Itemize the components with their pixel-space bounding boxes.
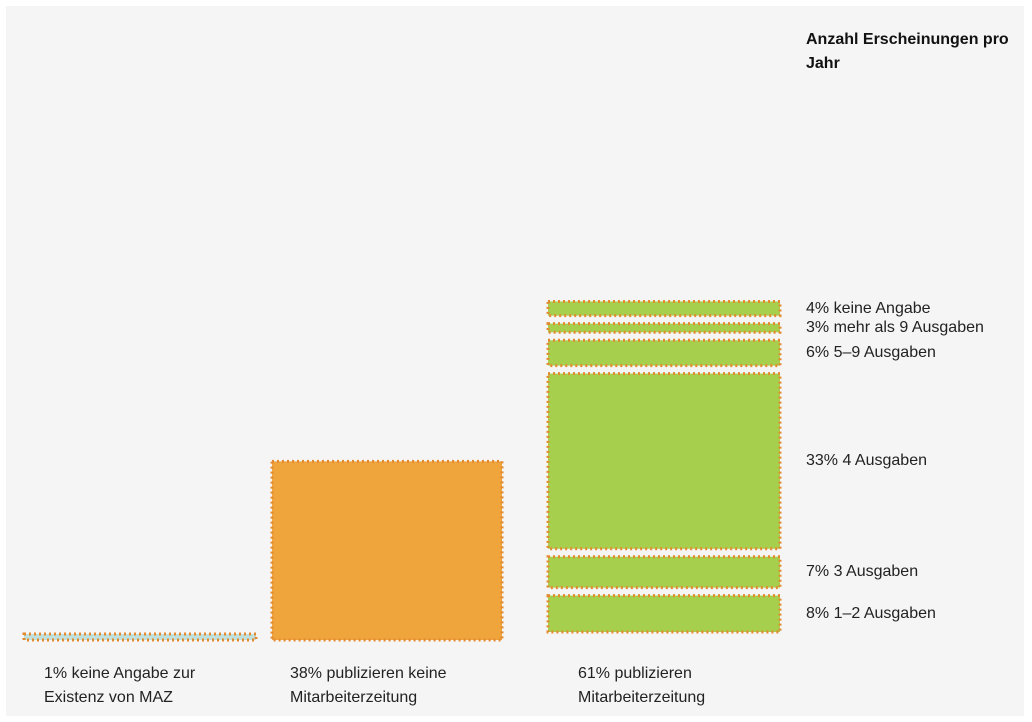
segment-bar (546, 338, 782, 368)
segment-bar (546, 555, 782, 590)
segment-label: 7% 3 Ausgaben (806, 563, 919, 581)
segment-bar (546, 372, 782, 551)
segment-label: 4% keine Angabe (806, 299, 931, 317)
category-label-line: Existenz von MAZ (44, 689, 173, 706)
category-label-line: Mitarbeiterzeitung (290, 689, 418, 706)
category-label-line: 61% publizieren (578, 665, 692, 682)
category-label: 1% keine Angabe zur Existenz von MAZ (44, 662, 274, 710)
chart-svg (22, 299, 782, 642)
segment-bar (546, 322, 782, 334)
segments-title: Anzahl Erscheinungen pro Jahr (806, 31, 1009, 72)
segment-label: 33% 4 Ausgaben (806, 452, 927, 470)
segment-bar (546, 594, 782, 634)
segment-label: 3% mehr als 9 Ausgaben (806, 318, 984, 336)
segment-bar (546, 299, 782, 318)
chart: Anzahl Erscheinungen pro Jahr 8% 1–2 Aus… (6, 6, 1024, 716)
category-label-line: 1% keine Angabe zur (44, 665, 196, 682)
segment-label: 8% 1–2 Ausgaben (806, 604, 936, 622)
category-label-line: 38% publizieren keine (290, 665, 447, 682)
bar-keine-maz (270, 459, 504, 642)
bar-keine-angabe (22, 632, 258, 642)
category-label: 38% publizieren keine Mitarbeiterzeitung (290, 662, 520, 710)
segment-label: 6% 5–9 Ausgaben (806, 343, 936, 361)
category-label-line: Mitarbeiterzeitung (578, 689, 706, 706)
category-label: 61% publizieren Mitarbeiterzeitung (578, 662, 808, 710)
